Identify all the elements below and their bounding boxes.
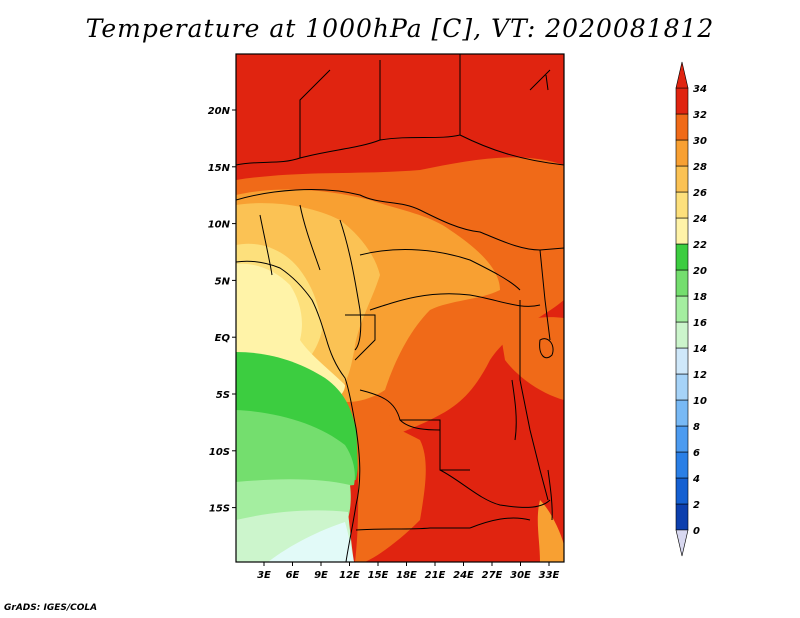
field-18-20 — [236, 410, 355, 500]
plot-frame — [235, 53, 565, 563]
field-lakes-area — [500, 317, 564, 400]
lon-tick-label: 33E — [539, 570, 560, 581]
lon-tick-label: 30E — [510, 570, 531, 581]
colorbar-swatch — [675, 269, 689, 297]
colorbar-label: 22 — [693, 240, 707, 251]
colorbar-swatch — [675, 451, 689, 479]
lon-tick-label: 27E — [482, 570, 503, 581]
colorbar-label: 28 — [693, 162, 707, 173]
colorbar-label: 14 — [693, 344, 707, 355]
border-north-3 — [379, 54, 461, 141]
colorbar-over-triangle — [675, 61, 689, 89]
lat-tick-label: 10S — [209, 447, 230, 458]
colorbar-label: 12 — [693, 370, 707, 381]
colorbar-label: 24 — [693, 214, 707, 225]
colorbar-label: 2 — [693, 500, 700, 511]
field-south-warm — [355, 419, 426, 562]
colorbar-swatch — [675, 165, 689, 193]
border-zambia-south — [469, 517, 531, 529]
border-lake-victoria — [539, 338, 554, 359]
border-lake-malawi — [547, 469, 553, 521]
lon-tick-label: 15E — [368, 570, 389, 581]
longitude-axis: 3E 6E 9E 12E 15E 18E 21E 24E 27E 30E 33E — [257, 562, 560, 581]
border-redsea — [529, 69, 551, 91]
colorbar-swatch — [675, 503, 689, 531]
lon-tick-label: 12E — [339, 570, 360, 581]
temperature-field — [236, 54, 564, 562]
border-car — [359, 249, 521, 291]
border-angola-drc — [400, 419, 470, 471]
border-east-2 — [539, 249, 551, 341]
border-nigeria — [259, 204, 321, 276]
map-title: Temperature at 1000hPa [C], VT: 20200818… — [85, 14, 715, 43]
lon-tick-label: 24E — [453, 570, 474, 581]
borders — [236, 54, 564, 562]
colorbar-swatch — [675, 425, 689, 453]
field-east-warm — [537, 500, 564, 562]
field-12-14 — [268, 522, 354, 562]
latitude-axis: 20N 15N 10N 5N EQ 5S 10S 15S — [208, 106, 236, 515]
lat-tick-label: 20N — [208, 106, 231, 117]
lon-tick-label: 18E — [396, 570, 417, 581]
colorbar-swatch — [675, 243, 689, 271]
lon-tick-label: 3E — [257, 570, 271, 581]
lat-tick-label: 5S — [216, 390, 230, 401]
colorbar-label: 6 — [693, 448, 700, 459]
border-north-4 — [459, 134, 564, 166]
border-zambia — [439, 469, 551, 508]
lat-tick-label: 15S — [209, 504, 230, 515]
colorbar-swatch — [675, 113, 689, 141]
colorbar-label: 4 — [692, 474, 700, 485]
colorbar-label: 10 — [693, 396, 707, 407]
colorbar-label: 18 — [693, 292, 707, 303]
colorbar-swatch — [675, 87, 689, 115]
colorbar-label: 30 — [693, 136, 707, 147]
lat-tick-label: 10N — [208, 220, 231, 231]
colorbar-label: 26 — [693, 188, 707, 199]
colorbar-swatch — [675, 373, 689, 401]
colorbar-swatch — [675, 399, 689, 427]
colorbar-swatch — [675, 217, 689, 245]
lat-tick-label: EQ — [215, 333, 231, 344]
lat-tick-label: 15N — [208, 163, 231, 174]
border-east — [519, 300, 549, 501]
lon-tick-label: 21E — [425, 570, 446, 581]
colorbar-label: 0 — [693, 526, 700, 537]
colorbar-swatch — [675, 477, 689, 505]
border-angola-south — [355, 527, 470, 531]
colorbar-label: 16 — [693, 318, 707, 329]
credit-label: GrADS: IGES/COLA — [4, 603, 98, 613]
border-north-2 — [299, 69, 331, 158]
border-cameroon — [339, 219, 362, 351]
coastline — [236, 260, 361, 562]
lon-tick-label: 9E — [314, 570, 328, 581]
colorbar-label: 20 — [693, 266, 707, 277]
colorbar-swatch — [675, 139, 689, 167]
lon-tick-label: 6E — [286, 570, 300, 581]
colorbar-swatch — [675, 321, 689, 349]
colorbar-label: 34 — [693, 84, 707, 95]
colorbar-swatch — [675, 191, 689, 219]
border-lake-tanganyika — [511, 379, 517, 441]
border-sahel — [236, 189, 564, 251]
lat-tick-label: 5N — [215, 276, 231, 287]
colorbar-under-triangle — [675, 529, 689, 557]
colorbar-label: 32 — [693, 110, 707, 121]
colorbar-label: 8 — [693, 422, 700, 433]
colorbar-swatch — [675, 347, 689, 375]
colorbar-swatch — [675, 295, 689, 323]
border-congo — [345, 314, 376, 361]
